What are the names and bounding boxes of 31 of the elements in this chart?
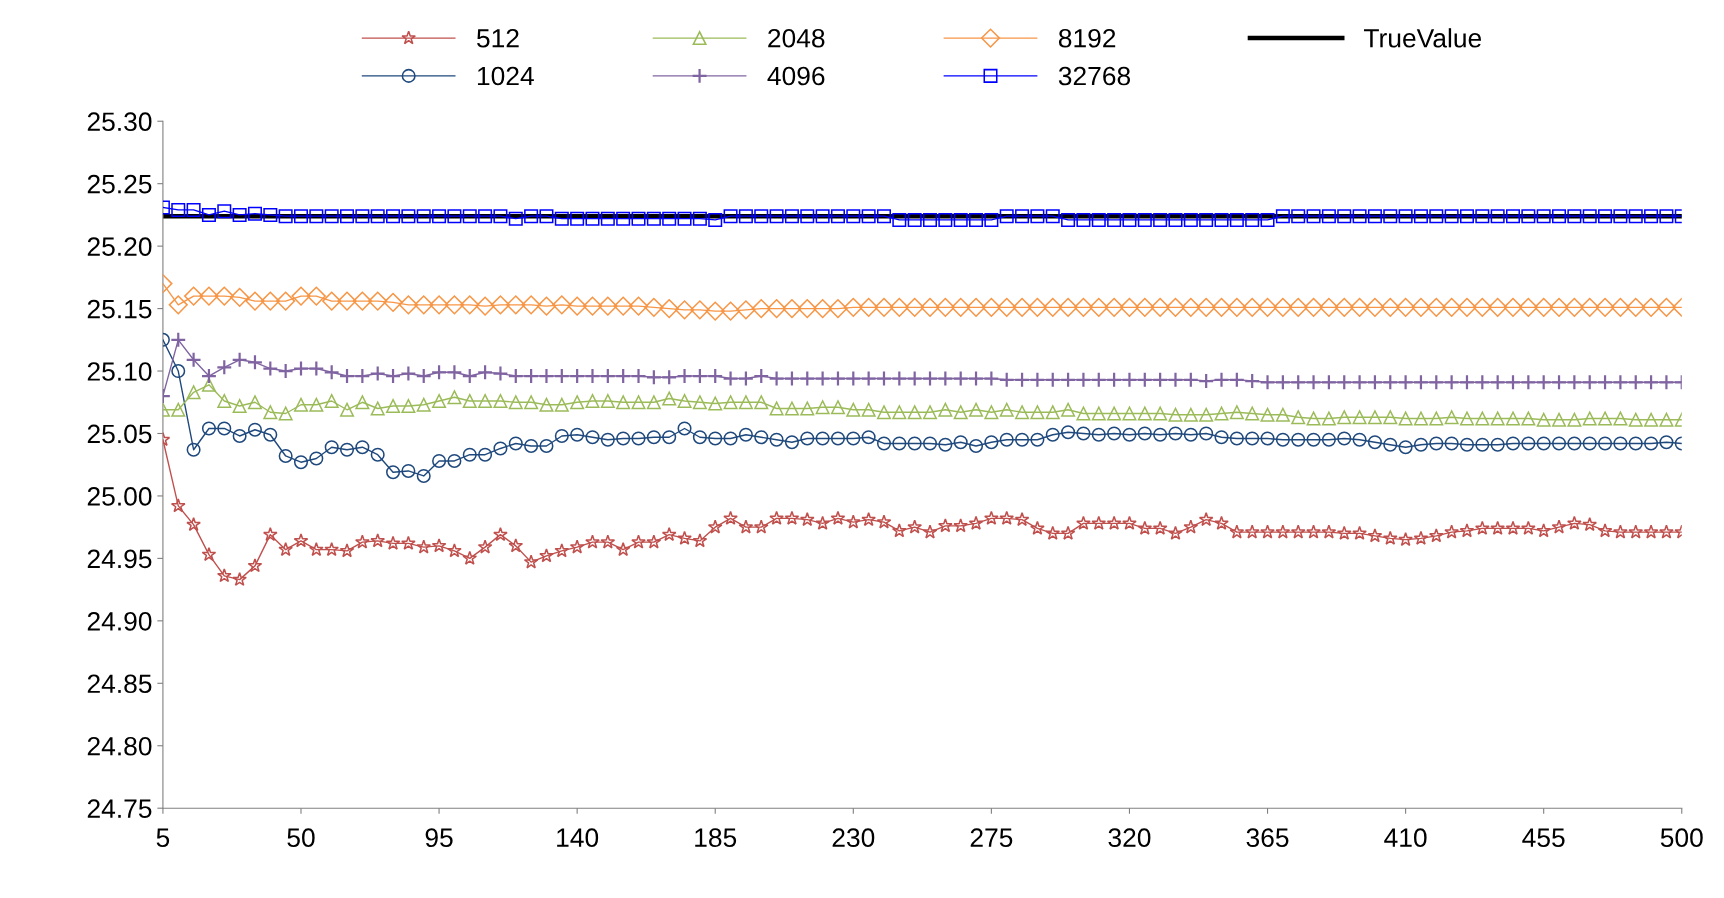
y-tick-label: 25.25 xyxy=(87,174,152,194)
legend-label: 4096 xyxy=(767,66,825,86)
legend-label: 1024 xyxy=(477,66,534,86)
x-tick-label: 365 xyxy=(1246,828,1289,848)
legend-label: 32768 xyxy=(1058,66,1131,86)
x-tick-label: 455 xyxy=(1522,828,1565,848)
y-tick-label: 25.30 xyxy=(87,112,152,132)
legend-label: TrueValue xyxy=(1363,28,1482,48)
y-tick-label: 25.05 xyxy=(87,424,152,444)
x-tick-label: 410 xyxy=(1384,828,1427,848)
x-tick-label: 95 xyxy=(425,828,453,848)
y-tick-label: 24.80 xyxy=(87,736,152,756)
y-tick-label: 25.20 xyxy=(87,237,152,256)
x-tick-label: 140 xyxy=(557,828,599,848)
legend-label: 512 xyxy=(477,28,519,48)
x-tick-label: 230 xyxy=(832,828,875,848)
y-tick-label: 25.00 xyxy=(87,487,152,506)
y-tick-label: 24.75 xyxy=(87,799,152,819)
x-tick-label: 275 xyxy=(970,828,1013,848)
x-tick-label: 5 xyxy=(156,828,170,848)
x-tick-label: 320 xyxy=(1108,828,1151,848)
legend-label: 2048 xyxy=(768,28,825,48)
y-tick-label: 24.90 xyxy=(87,611,152,631)
y-tick-label: 24.95 xyxy=(87,549,152,569)
y-tick-label: 25.10 xyxy=(87,362,152,381)
y-tick-label: 25.15 xyxy=(87,299,152,319)
legend-label: 8192 xyxy=(1058,28,1116,48)
x-tick-label: 185 xyxy=(695,828,737,848)
x-tick-label: 500 xyxy=(1660,828,1703,848)
y-tick-label: 24.85 xyxy=(87,674,152,694)
x-tick-label: 50 xyxy=(287,828,315,848)
